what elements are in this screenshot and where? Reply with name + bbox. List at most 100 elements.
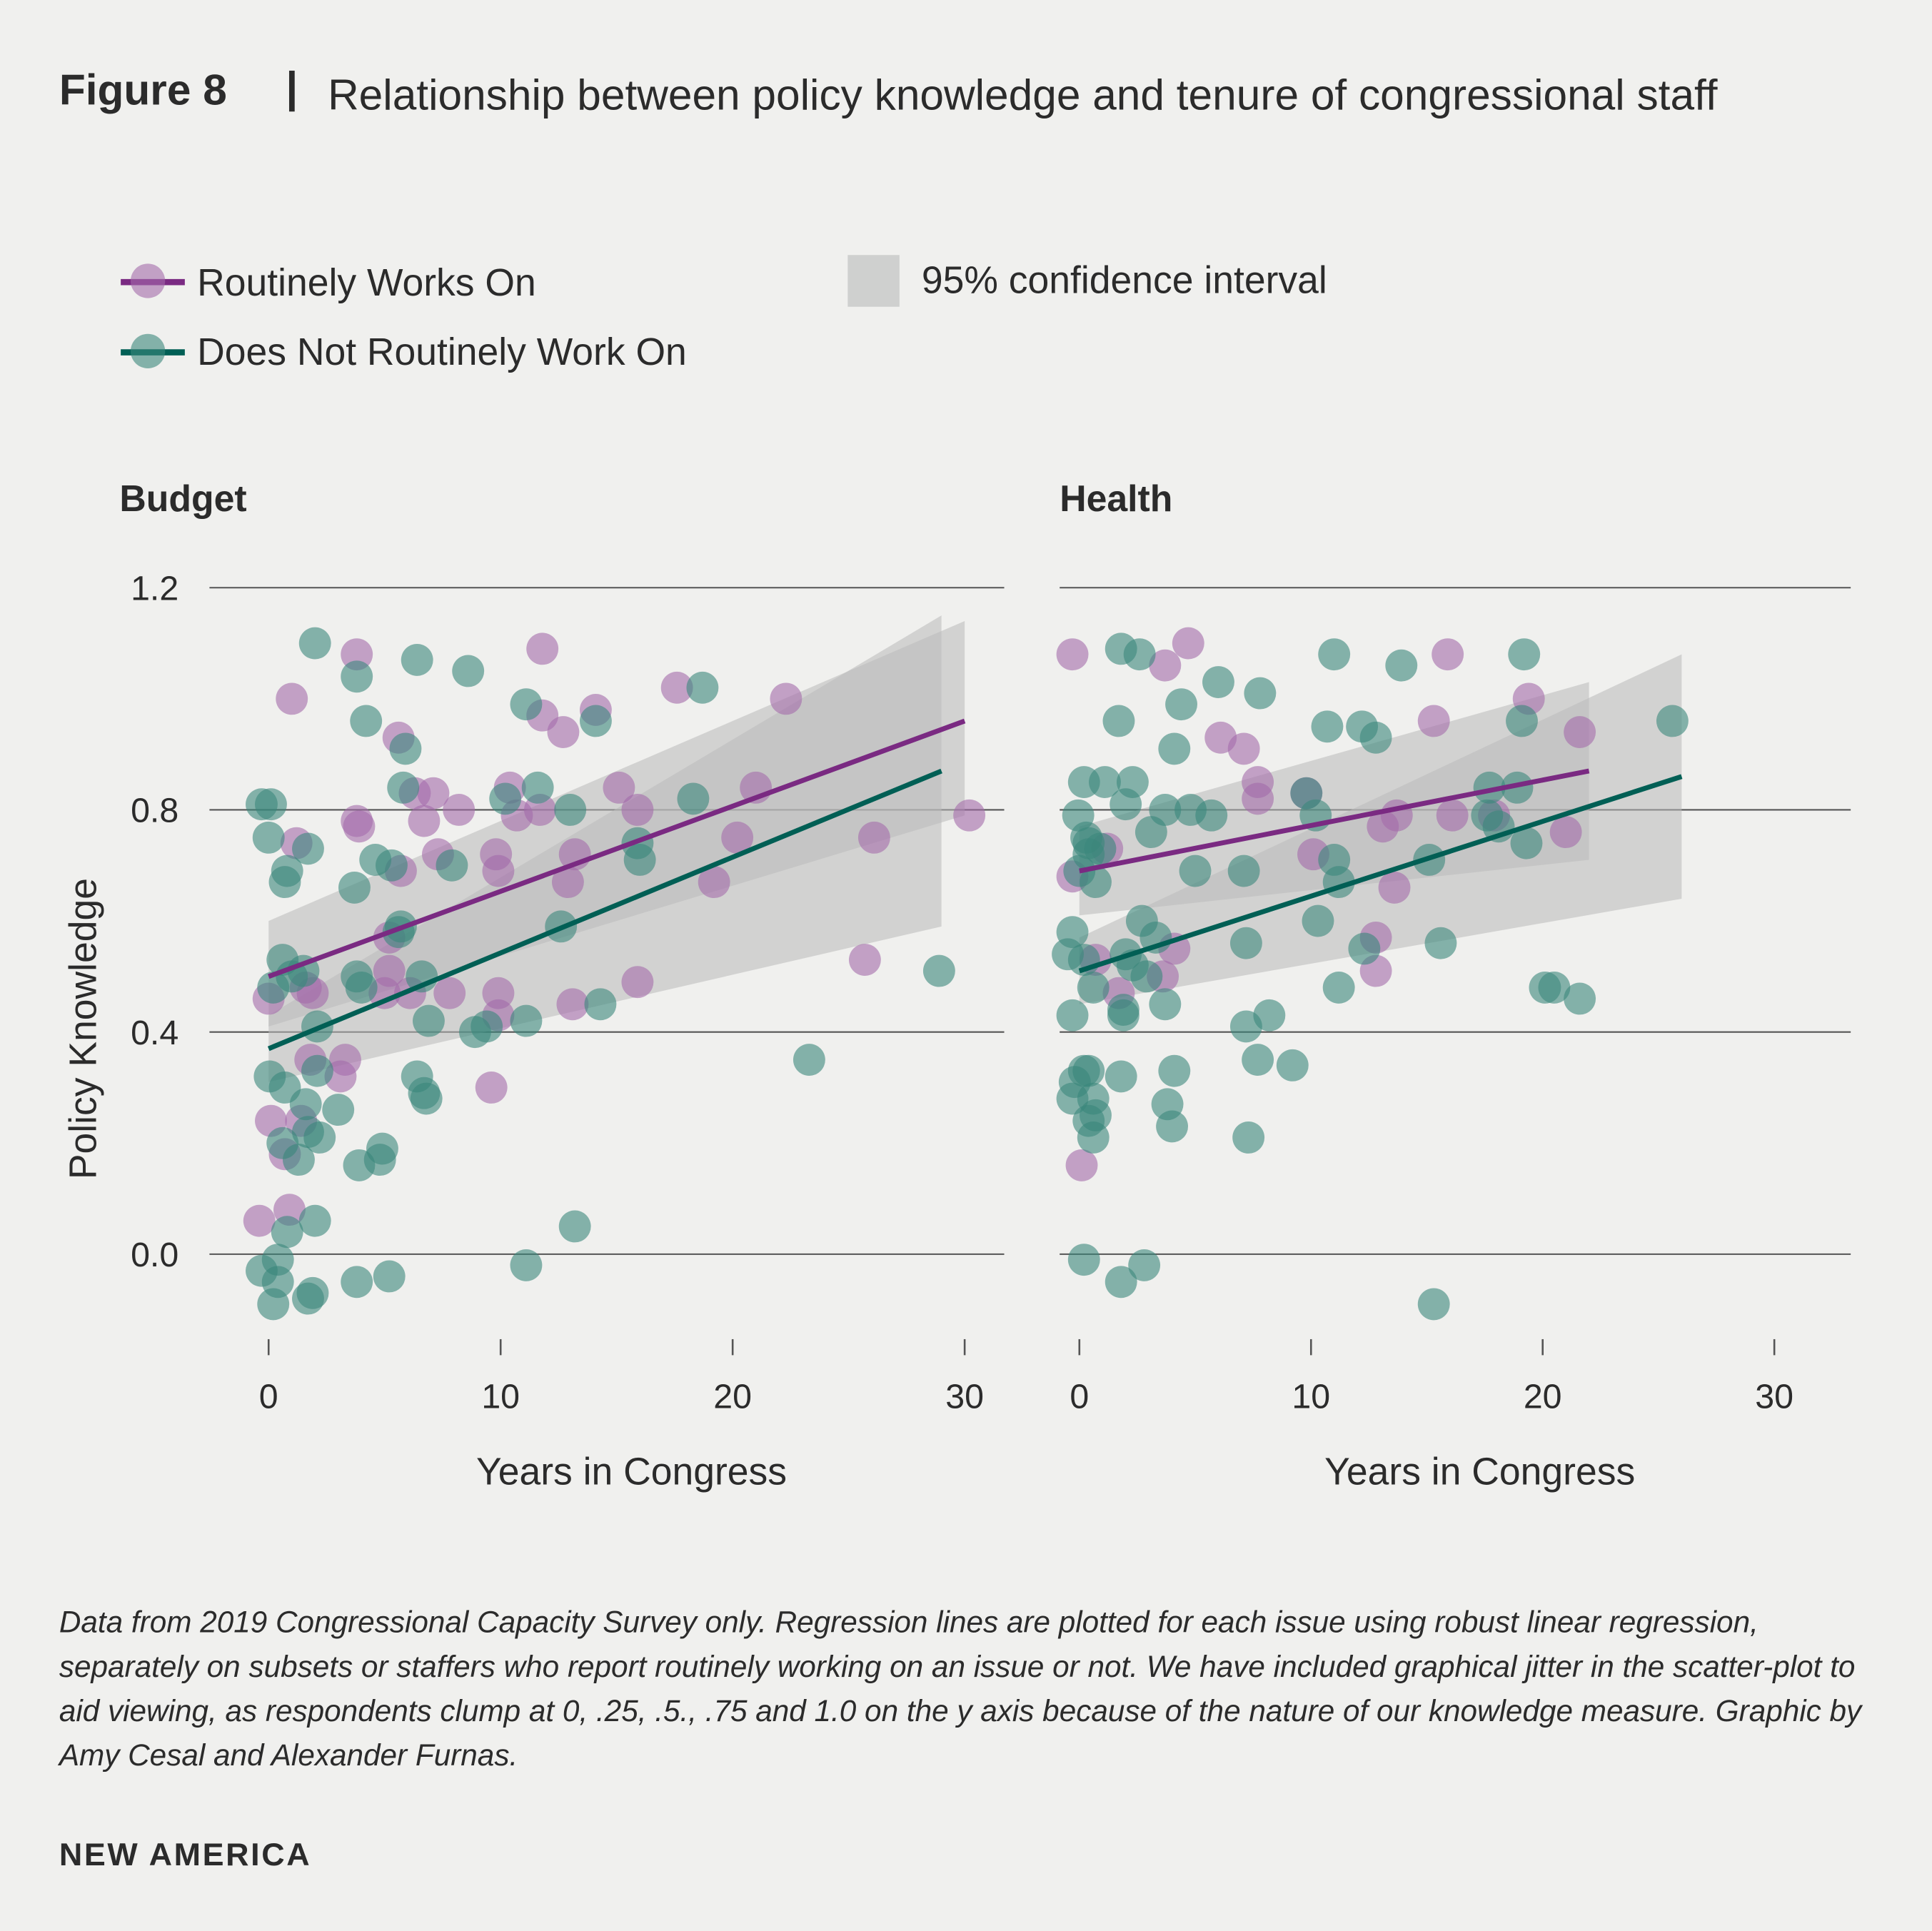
fit-line-not-routine <box>267 768 942 1052</box>
point-not-routine <box>1149 988 1182 1021</box>
point-routine <box>1432 638 1464 671</box>
point-not-routine <box>1158 732 1191 765</box>
x-tick-label: 30 <box>945 1378 984 1416</box>
x-tick-label: 10 <box>481 1378 520 1416</box>
fit-line-routine <box>268 718 966 979</box>
x-axis-label: Years in Congress <box>1324 1451 1635 1493</box>
point-routine <box>660 671 693 704</box>
x-tick-label: 10 <box>1292 1378 1330 1416</box>
point-not-routine <box>1656 705 1689 737</box>
point-not-routine <box>1564 982 1596 1015</box>
point-not-routine <box>1077 971 1110 1004</box>
legend: Routinely Works On Does Not Routinely Wo… <box>121 255 1327 373</box>
legend-routine-label: Routinely Works On <box>197 262 536 304</box>
point-not-routine <box>1242 1044 1274 1077</box>
point-not-routine <box>579 705 612 737</box>
point-routine <box>1564 716 1596 748</box>
point-not-routine <box>1105 1060 1137 1093</box>
point-not-routine <box>1105 1266 1137 1299</box>
point-not-routine <box>410 1082 443 1115</box>
point-routine <box>417 777 450 810</box>
point-not-routine <box>1110 788 1142 821</box>
point-not-routine <box>350 705 383 737</box>
point-routine <box>770 682 803 715</box>
point-not-routine <box>1311 710 1344 743</box>
point-not-routine <box>387 771 420 804</box>
point-routine <box>953 799 986 832</box>
point-not-routine <box>257 971 290 1004</box>
point-not-routine <box>341 1266 373 1299</box>
point-not-routine <box>1276 1049 1309 1082</box>
point-not-routine <box>1501 771 1534 804</box>
point-not-routine <box>1156 1110 1189 1143</box>
point-not-routine <box>1089 766 1121 799</box>
panel-title: Health <box>1060 478 1172 519</box>
point-not-routine <box>471 1010 503 1043</box>
point-not-routine <box>261 1244 294 1276</box>
point-not-routine <box>922 954 955 987</box>
point-not-routine <box>257 1288 290 1321</box>
point-not-routine <box>793 1044 825 1077</box>
point-not-routine <box>1385 649 1418 682</box>
legend-not-label: Does Not Routinely Work On <box>197 331 687 373</box>
point-routine <box>1436 799 1469 832</box>
point-routine <box>1227 732 1260 765</box>
point-not-routine <box>489 782 522 815</box>
point-not-routine <box>436 849 468 882</box>
point-not-routine <box>623 844 656 876</box>
figure-title: Relationship between policy knowledge an… <box>328 71 1718 120</box>
point-routine <box>482 854 515 887</box>
point-routine <box>408 805 441 837</box>
point-not-routine <box>283 1144 315 1176</box>
point-not-routine <box>341 660 373 693</box>
point-not-routine <box>289 1088 322 1121</box>
point-not-routine <box>389 732 422 765</box>
y-tick-label: 0.4 <box>131 1014 178 1052</box>
x-tick-label: 30 <box>1755 1378 1793 1416</box>
point-not-routine <box>554 794 587 826</box>
x-axis-label: Years in Congress <box>476 1451 787 1493</box>
point-routine <box>1242 782 1274 815</box>
point-not-routine <box>301 1054 333 1087</box>
point-not-routine <box>401 643 433 676</box>
point-routine <box>603 771 635 804</box>
point-not-routine <box>521 771 554 804</box>
legend-ci-swatch <box>847 255 900 307</box>
point-not-routine <box>558 1210 591 1243</box>
point-not-routine <box>1508 638 1541 671</box>
panel-health: Health 0 10 20 30 Years in Congress <box>1052 478 1851 1493</box>
point-not-routine <box>1227 854 1260 887</box>
point-not-routine <box>268 866 301 899</box>
point-not-routine <box>252 821 285 854</box>
point-not-routine <box>271 1216 303 1249</box>
panel-budget: Budget 1.2 0.8 0.4 0.0 0 10 20 30 Years in Congre… <box>63 478 1005 1493</box>
point-not-routine <box>510 688 543 721</box>
point-not-routine <box>1538 971 1571 1004</box>
point-not-routine <box>677 782 710 815</box>
point-not-routine <box>1302 904 1334 937</box>
point-not-routine <box>510 1249 543 1281</box>
point-routine <box>343 810 376 843</box>
point-not-routine <box>366 1132 398 1165</box>
point-routine <box>857 821 890 854</box>
point-not-routine <box>1134 816 1167 849</box>
fit-line-not-routine <box>1078 774 1683 974</box>
point-not-routine <box>1244 677 1277 710</box>
legend-not-marker <box>130 333 166 369</box>
point-not-routine <box>1417 1288 1450 1321</box>
point-not-routine <box>296 1276 329 1309</box>
point-not-routine <box>322 1094 355 1126</box>
point-routine <box>1056 638 1089 671</box>
point-routine <box>443 794 476 826</box>
point-not-routine <box>1318 638 1351 671</box>
point-not-routine <box>452 655 485 687</box>
x-tick-label: 0 <box>1070 1378 1089 1416</box>
y-tick-label: 1.2 <box>131 570 178 608</box>
point-not-routine <box>373 1260 406 1293</box>
point-not-routine <box>1107 999 1139 1032</box>
fit-line-routine <box>1079 768 1590 874</box>
point-not-routine <box>1322 971 1355 1004</box>
point-not-routine <box>686 671 719 704</box>
point-not-routine <box>1359 721 1392 754</box>
point-not-routine <box>338 871 371 904</box>
